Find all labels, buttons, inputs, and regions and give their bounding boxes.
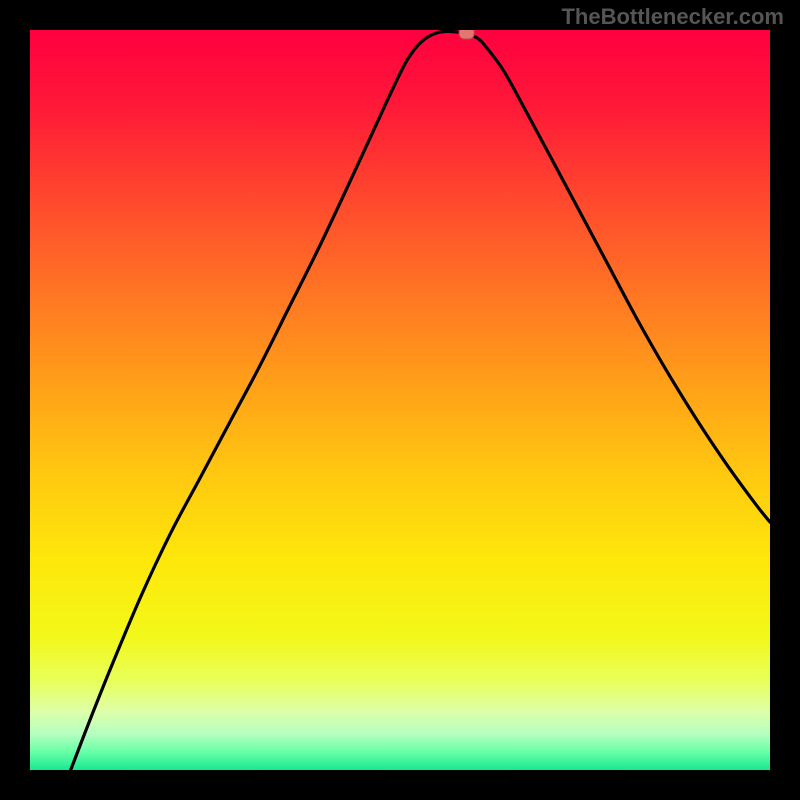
plot-background — [30, 30, 770, 770]
bottleneck-chart-svg — [0, 0, 800, 800]
chart-frame: TheBottlenecker.com — [0, 0, 800, 800]
result-marker — [459, 27, 474, 39]
watermark-text: TheBottlenecker.com — [561, 4, 784, 30]
